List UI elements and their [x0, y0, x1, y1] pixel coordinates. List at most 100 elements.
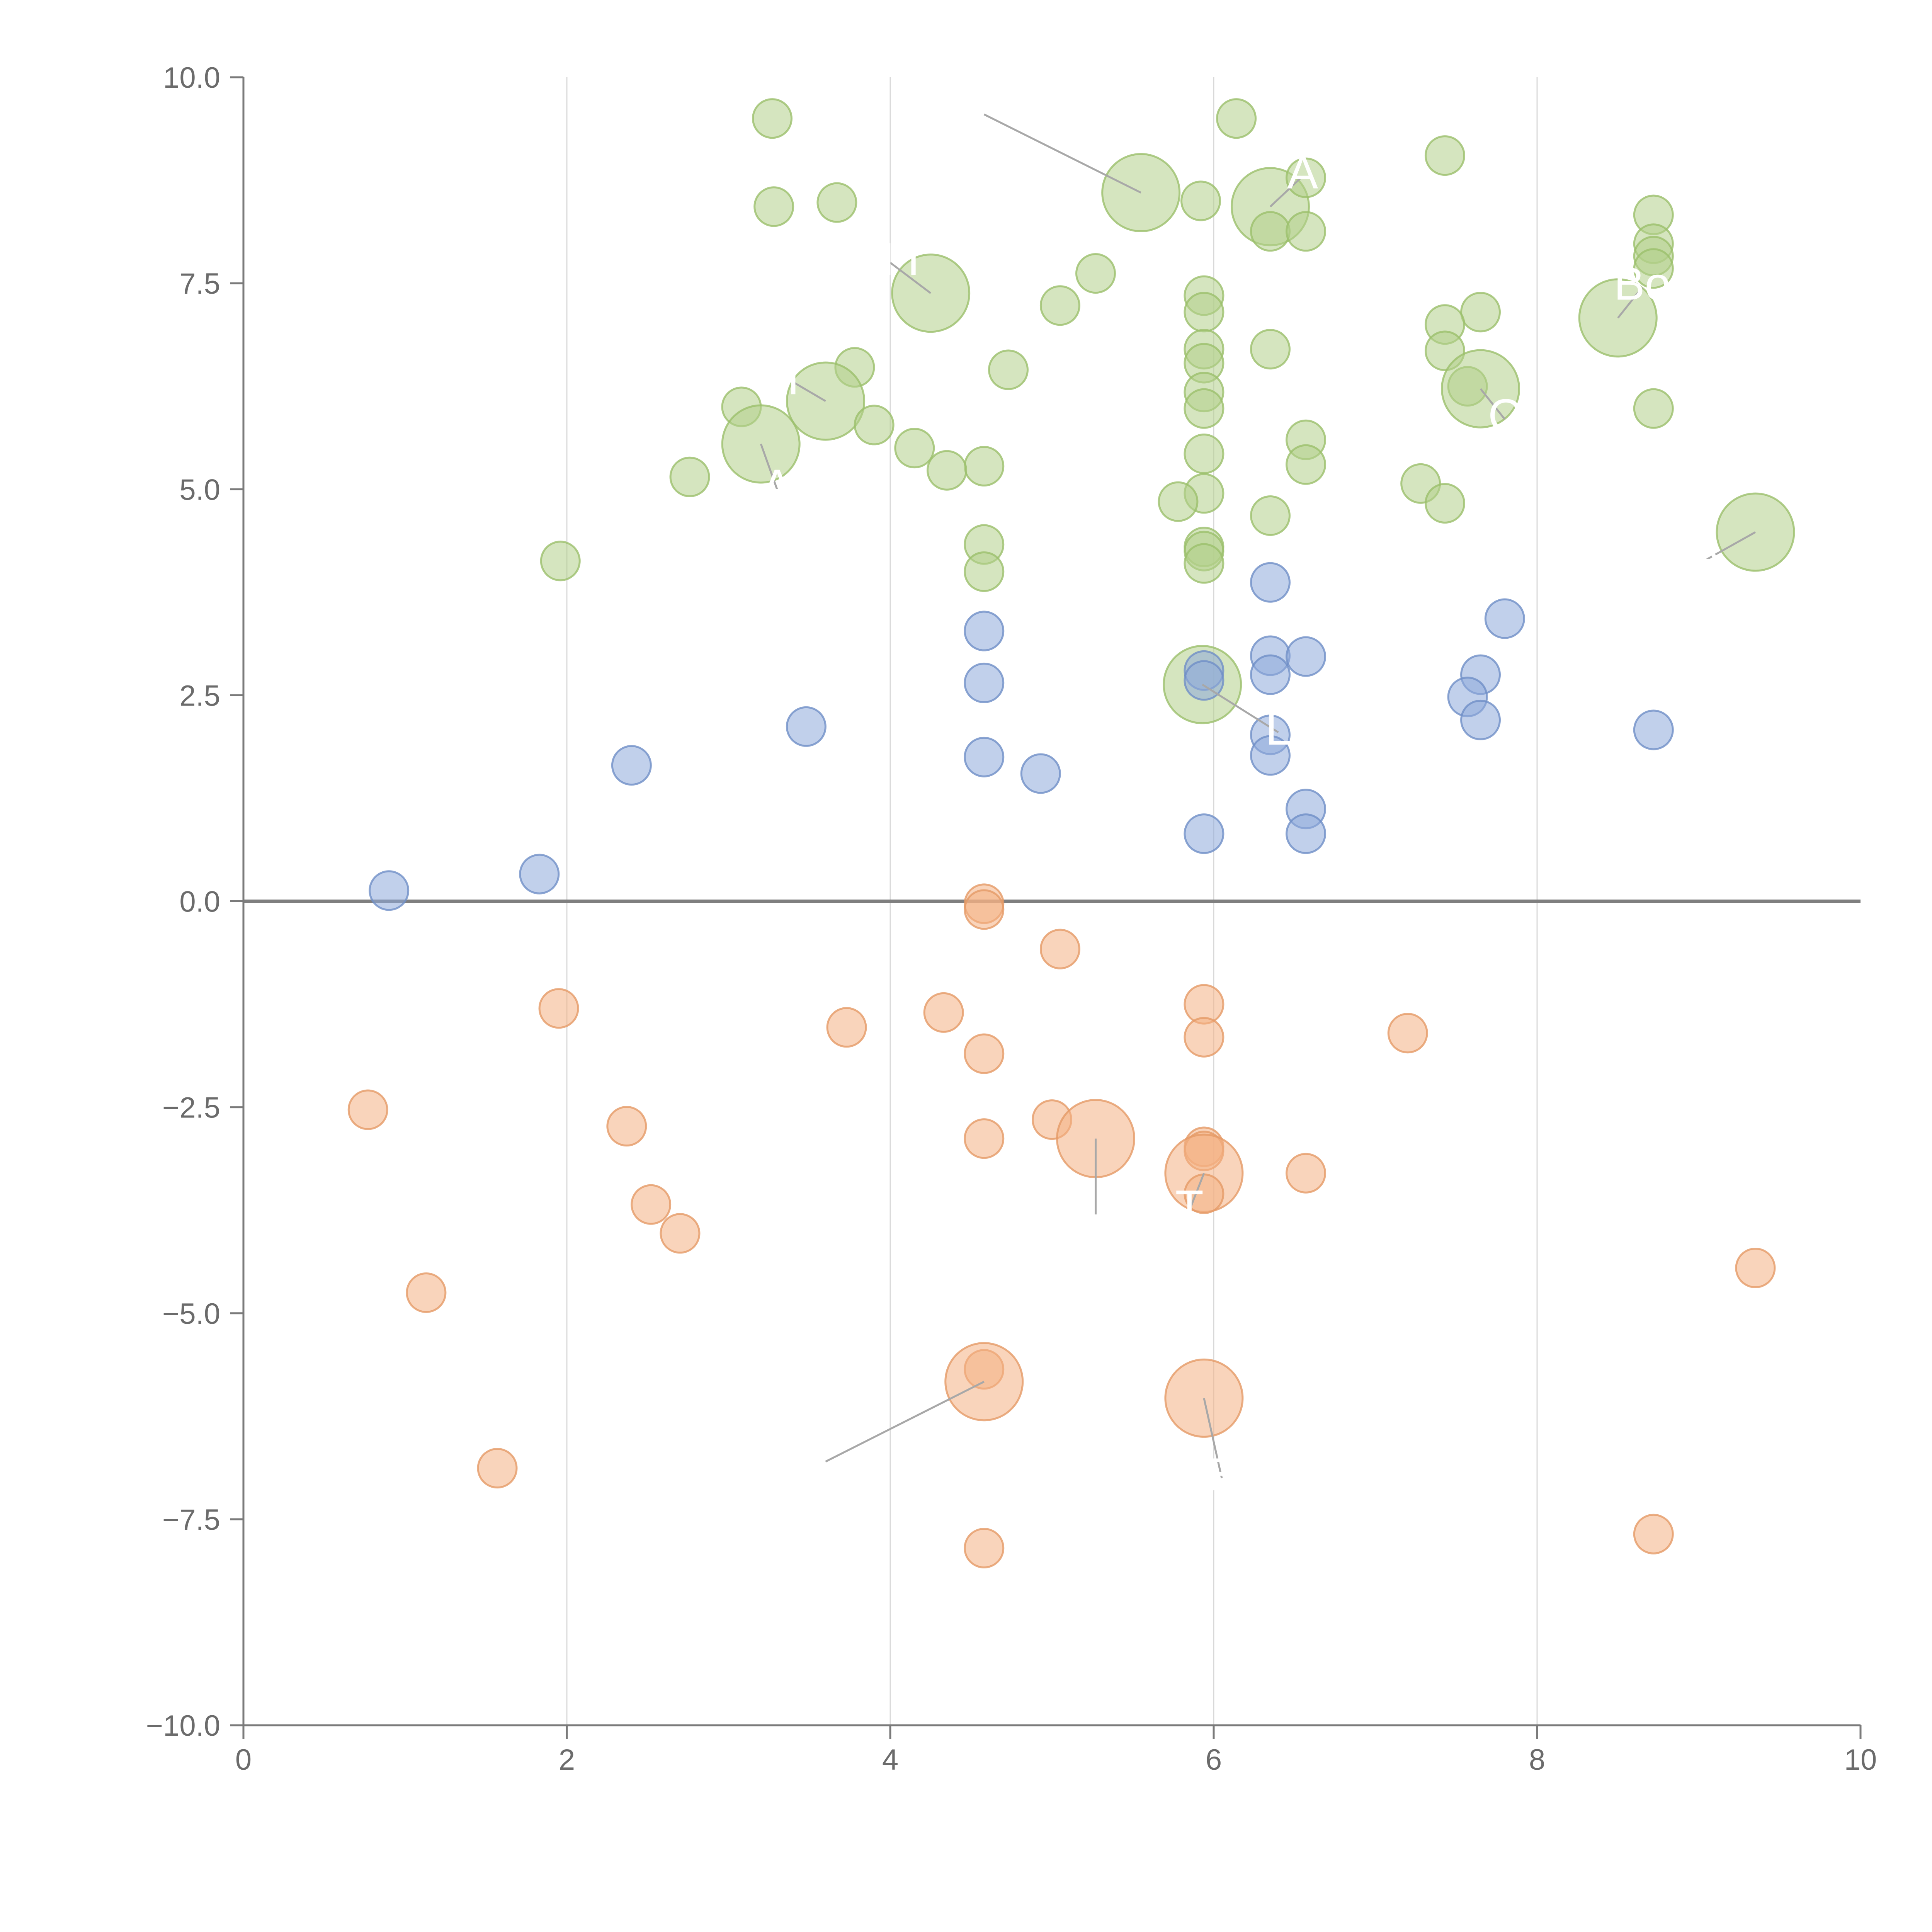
data-point [1184, 660, 1225, 701]
x-tick-label: 8 [1529, 1743, 1545, 1776]
data-point [964, 551, 1005, 592]
data-point [406, 1272, 447, 1313]
data-point [1158, 481, 1199, 522]
axes: 0 2 4 6 8 10 10.0 7.5 5.0 2.5 0.0 −2.5 −5.0 −7.5 −10.0 [146, 61, 1877, 1776]
data-point [964, 736, 1005, 777]
data-point [752, 98, 793, 139]
data-point [1484, 598, 1525, 639]
data-point [1020, 753, 1061, 794]
data-point [1039, 285, 1080, 326]
annotation-leader [1269, 175, 1303, 207]
y-tick-label: −2.5 [162, 1092, 220, 1124]
data-point [1633, 388, 1674, 429]
data-point [1216, 98, 1257, 139]
annotation-leader [983, 113, 1141, 194]
annotation-label: E [1206, 1449, 1237, 1500]
y-tick-label: 7.5 [179, 267, 220, 300]
y-tick-label: −5.0 [162, 1298, 220, 1330]
annotation-labels: A H I Bo T C A A L T E [762, 147, 1722, 1500]
data-point [1250, 562, 1291, 603]
annotation-leader [1480, 388, 1506, 420]
x-tick-label: 10 [1844, 1743, 1877, 1776]
annotation-leader [825, 1381, 985, 1463]
data-point [347, 1089, 388, 1130]
data-point [631, 1184, 672, 1225]
data-point [1250, 735, 1291, 776]
data-point [1075, 253, 1116, 294]
x-tick-label: 0 [235, 1743, 252, 1776]
annotation-leaders [760, 113, 1756, 1478]
data-point [1387, 1013, 1428, 1054]
data-point [1460, 292, 1501, 333]
data-point [660, 1213, 701, 1254]
y-tick-label: −7.5 [162, 1503, 220, 1536]
y-tick-label: 0.0 [179, 886, 220, 918]
data-point [669, 456, 710, 497]
data-point [816, 182, 857, 223]
data-point [964, 1033, 1005, 1074]
data-point [369, 870, 410, 911]
annotation-label: A [1287, 147, 1318, 199]
data-point [964, 611, 1005, 651]
data-point [611, 745, 652, 786]
data-point [988, 349, 1029, 390]
data-point [826, 1007, 867, 1048]
data-point [477, 1448, 518, 1489]
annotation-label: T [1175, 1181, 1204, 1233]
annotation-leader [1706, 531, 1756, 560]
data-point [1286, 211, 1327, 252]
data-point [1460, 699, 1501, 740]
data-point [964, 1528, 1005, 1569]
data-point [1184, 292, 1225, 333]
data-point [786, 706, 827, 747]
data-point [1184, 813, 1225, 854]
data-point [1184, 434, 1225, 474]
data-point [1633, 1514, 1674, 1554]
data-point [1286, 444, 1327, 485]
data-point [964, 1118, 1005, 1159]
data-point [854, 405, 895, 446]
annotation-label: C [1488, 390, 1522, 442]
data-point [1735, 1247, 1776, 1288]
data-point [519, 854, 560, 895]
data-point [1633, 709, 1674, 750]
data-point [894, 428, 935, 469]
data-points [347, 98, 1795, 1569]
annotation-label: Bo [1614, 258, 1671, 310]
data-point [1286, 636, 1327, 677]
data-point [1250, 495, 1291, 536]
annotation-leader [1617, 287, 1643, 319]
annotation-label: H I [861, 233, 920, 285]
x-tick-label: 2 [559, 1743, 575, 1776]
data-point [1286, 157, 1327, 198]
x-tick-label: 4 [882, 1743, 898, 1776]
annotation-leader [760, 444, 778, 490]
y-tick-label: −10.0 [146, 1709, 220, 1742]
data-point [923, 992, 964, 1033]
data-point [1633, 248, 1674, 289]
annotation-leader [1188, 1173, 1205, 1211]
data-point [1184, 388, 1225, 429]
data-point [1180, 180, 1221, 221]
data-point [1184, 1017, 1225, 1058]
data-point [1250, 329, 1291, 370]
annotation-label: L [1265, 703, 1291, 755]
data-point [1184, 543, 1225, 584]
data-point [964, 662, 1005, 703]
data-point [606, 1106, 647, 1147]
y-tick-label: 5.0 [179, 473, 220, 506]
annotation-label: T [779, 353, 807, 405]
data-point [964, 889, 1005, 930]
annotation-label: A [762, 460, 793, 512]
data-point [753, 186, 794, 227]
data-point [1424, 483, 1465, 524]
data-point [1424, 135, 1465, 176]
annotation-leader [1202, 684, 1279, 733]
data-point [540, 541, 581, 582]
annotation-leader [889, 262, 932, 294]
annotation-leader [1203, 1398, 1223, 1478]
annotation-label: A [1691, 530, 1722, 582]
data-point [964, 446, 1005, 487]
